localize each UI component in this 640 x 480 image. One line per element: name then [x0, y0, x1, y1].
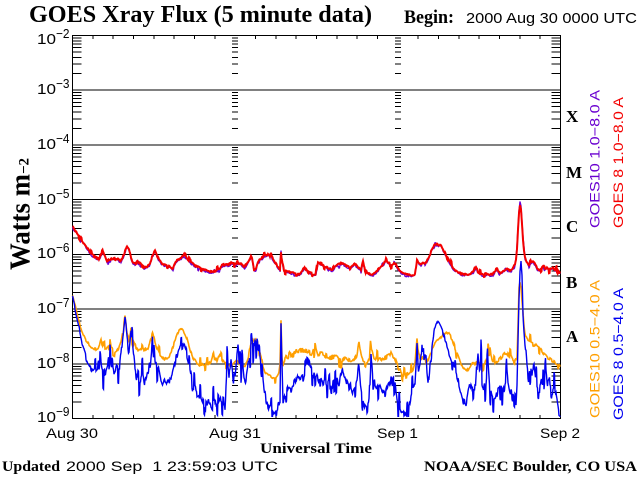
svg-text:10: 10 [37, 136, 56, 153]
svg-text:Watts m: Watts m [6, 174, 37, 270]
svg-text:Aug 30: Aug 30 [46, 425, 98, 441]
svg-text:−4: −4 [56, 131, 70, 146]
svg-text:GOES 8 1.0−8.0 A: GOES 8 1.0−8.0 A [610, 96, 626, 228]
svg-text:−3: −3 [56, 76, 70, 91]
svg-text:−8: −8 [56, 350, 70, 365]
svg-text:2000 Sep 1 23:59:03 UTC: 2000 Sep 1 23:59:03 UTC [66, 459, 278, 474]
svg-text:C: C [566, 217, 578, 236]
svg-text:10: 10 [37, 300, 56, 317]
svg-text:Begin:: Begin: [404, 7, 454, 28]
svg-text:Updated: Updated [2, 459, 61, 475]
svg-text:2000 Aug 30 0000 UTC: 2000 Aug 30 0000 UTC [466, 10, 637, 27]
svg-text:−5: −5 [56, 186, 70, 201]
svg-text:10: 10 [37, 31, 56, 48]
svg-text:10: 10 [37, 355, 56, 372]
svg-text:Sep 2: Sep 2 [540, 425, 580, 441]
svg-text:B: B [566, 273, 577, 292]
svg-text:GOES10 1.0−8.0 A: GOES10 1.0−8.0 A [587, 89, 603, 228]
svg-text:10: 10 [37, 409, 56, 426]
svg-text:Aug 31: Aug 31 [209, 425, 261, 441]
svg-text:GOES 8 0.5−4.0 A: GOES 8 0.5−4.0 A [610, 287, 626, 420]
svg-text:A: A [566, 327, 579, 346]
svg-text:−2: −2 [56, 26, 70, 41]
svg-text:GOES10 0.5−4.0 A: GOES10 0.5−4.0 A [587, 279, 603, 418]
svg-text:10: 10 [37, 81, 56, 98]
svg-text:10: 10 [37, 191, 56, 208]
svg-text:Universal Time: Universal Time [260, 441, 372, 457]
svg-text:M: M [566, 163, 582, 182]
svg-text:Sep 1: Sep 1 [377, 425, 418, 441]
svg-text:10: 10 [37, 245, 56, 262]
svg-text:GOES Xray Flux (5 minute data): GOES Xray Flux (5 minute data) [29, 2, 372, 28]
svg-text:−9: −9 [56, 404, 70, 419]
svg-text:X: X [566, 107, 579, 126]
svg-text:NOAA/SEC Boulder, CO USA: NOAA/SEC Boulder, CO USA [424, 459, 637, 475]
svg-text:−2: −2 [16, 158, 32, 174]
svg-text:−7: −7 [56, 295, 70, 310]
svg-text:−6: −6 [56, 240, 70, 255]
